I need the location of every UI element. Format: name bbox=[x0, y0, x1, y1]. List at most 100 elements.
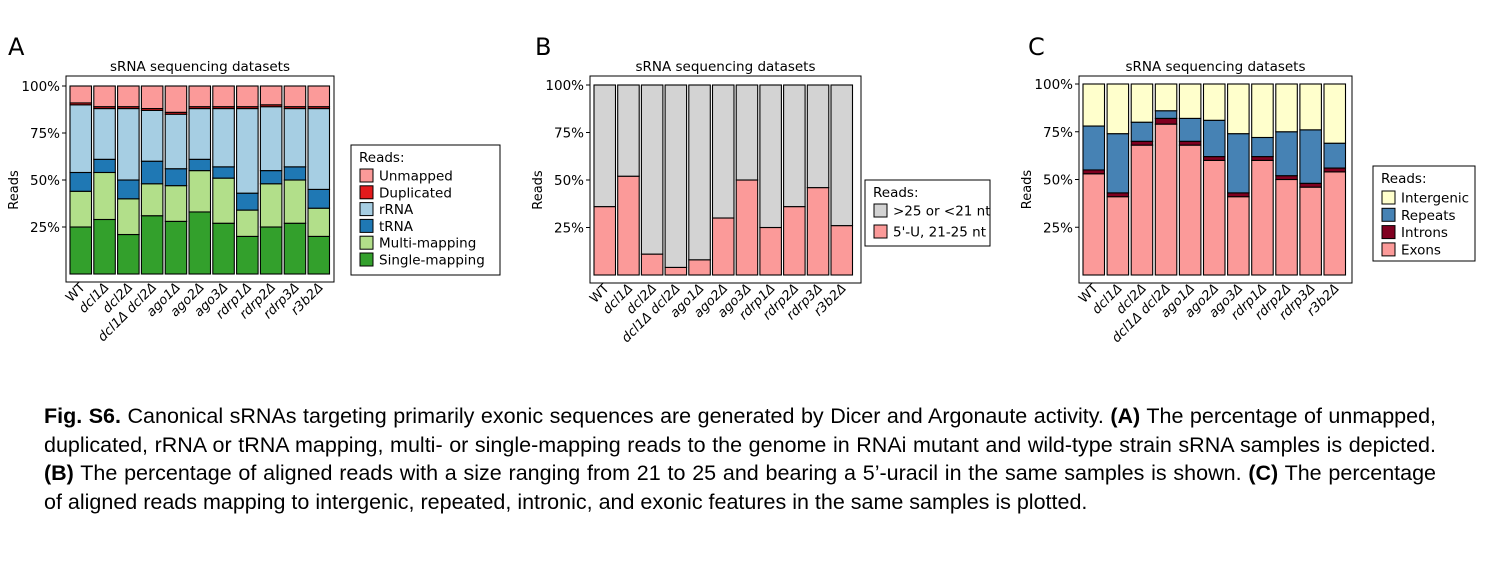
panel-a-bar-multi-mapping-2 bbox=[93, 171, 116, 221]
panel-c-bar-exons-4 bbox=[1154, 123, 1178, 276]
panel-c-bar-intergenic-2 bbox=[1106, 83, 1130, 135]
panel-a-bar-trna-5 bbox=[164, 168, 188, 187]
panel-c-bar-repeats-8 bbox=[1251, 136, 1274, 158]
panel-c-bar-intergenic-8 bbox=[1251, 83, 1274, 139]
caption-panel-b-label: (B) bbox=[44, 461, 74, 485]
panel-a-ytick-label: 75% bbox=[30, 126, 60, 142]
panel-b-bar-5-u-21-25-nt-10 bbox=[806, 187, 830, 276]
panel-c-bar-repeats-10 bbox=[1299, 129, 1322, 184]
panel-a-bar-single-mapping-4 bbox=[140, 215, 164, 275]
panel-a-legend-key-multi-mapping bbox=[359, 235, 374, 250]
panel-c-bar-introns-8 bbox=[1251, 156, 1274, 161]
panel-b-bar--25-or-21-nt-10 bbox=[806, 84, 830, 189]
panel-a-bar-rrna-4 bbox=[140, 109, 164, 162]
panel-c-bar-intergenic-3 bbox=[1130, 83, 1154, 123]
panel-a-bar-unmapped-5 bbox=[164, 85, 188, 113]
panel-a-bar-multi-mapping-8 bbox=[236, 209, 259, 237]
panel-c-bar-exons-9 bbox=[1275, 178, 1298, 276]
panel-c-legend-key-exons bbox=[1381, 242, 1396, 257]
panel-c-legend-label-introns: Introns bbox=[1401, 225, 1448, 241]
panel-c-bar-intergenic-7 bbox=[1227, 83, 1250, 135]
panel-a-bar-rrna-10 bbox=[283, 108, 307, 168]
panel-c-bar-introns-9 bbox=[1275, 175, 1298, 181]
panel-b-bar-5-u-21-25-nt-2 bbox=[617, 175, 640, 276]
panel-a-bar-multi-mapping-1 bbox=[69, 190, 93, 228]
caption-text-c: The percentage of aligned reads mapping … bbox=[44, 461, 1436, 514]
panel-a-bar-trna-3 bbox=[117, 179, 140, 200]
panel-a-bar-unmapped-1 bbox=[69, 85, 93, 104]
panel-c-bar-introns-1 bbox=[1082, 169, 1106, 175]
panel-a-bar-trna-6 bbox=[188, 158, 212, 172]
panel-a-legend-key-duplicated bbox=[359, 185, 374, 200]
panel-b-bar--25-or-21-nt-6 bbox=[711, 84, 735, 219]
panel-a-bar-trna-11 bbox=[307, 188, 331, 209]
panel-c-ylabel: Reads bbox=[1020, 170, 1035, 210]
panel-a-bar-multi-mapping-9 bbox=[259, 183, 283, 228]
panel-b-ytick-label: 50% bbox=[554, 173, 584, 189]
panel-a-bar-trna-8 bbox=[236, 192, 259, 211]
panel-c-ytick-label: 50% bbox=[1043, 173, 1073, 189]
panel-b-bar--25-or-21-nt-5 bbox=[688, 84, 711, 261]
panel-c-bar-repeats-3 bbox=[1130, 121, 1154, 142]
panel-c-bar-exons-8 bbox=[1251, 159, 1274, 276]
panel-c-bar-repeats-2 bbox=[1106, 133, 1130, 194]
caption-panel-a-label: (A) bbox=[1110, 404, 1141, 428]
panel-a-title: sRNA sequencing datasets bbox=[110, 59, 290, 75]
panel-c-bar-repeats-1 bbox=[1082, 125, 1106, 171]
panel-c-bar-introns-6 bbox=[1202, 156, 1226, 161]
panel-a-legend-label-rrna: rRNA bbox=[379, 202, 414, 218]
panel-a-bar-single-mapping-2 bbox=[93, 218, 116, 275]
panel-c-bar-exons-7 bbox=[1227, 196, 1250, 276]
panel-a-bar-rrna-9 bbox=[259, 106, 283, 172]
panel-c-ytick-label: 25% bbox=[1043, 220, 1073, 236]
panel-a-bar-unmapped-2 bbox=[93, 85, 116, 108]
panel-a-ytick-label: 100% bbox=[21, 79, 60, 95]
caption-text-a: The percentage of unmapped, duplicated, … bbox=[44, 404, 1437, 457]
panel-a-bar-multi-mapping-3 bbox=[117, 198, 140, 236]
panel-a-bar-unmapped-10 bbox=[283, 85, 307, 108]
panel-a-bar-single-mapping-11 bbox=[307, 235, 331, 275]
panel-b-legend-key--25-or-21-nt bbox=[873, 203, 888, 218]
panel-a-bar-unmapped-4 bbox=[140, 85, 164, 110]
panel-a-label: A bbox=[8, 33, 25, 61]
panel-a-legend-key-rrna bbox=[359, 202, 374, 217]
panel-a-bar-trna-10 bbox=[283, 166, 307, 181]
panel-c-title: sRNA sequencing datasets bbox=[1125, 59, 1305, 75]
panel-a-bar-single-mapping-6 bbox=[188, 211, 212, 275]
panel-a-bar-single-mapping-5 bbox=[164, 220, 188, 275]
panel-c-bar-intergenic-5 bbox=[1178, 83, 1202, 119]
panel-a-bar-rrna-2 bbox=[93, 108, 116, 160]
panel-c-bar-exons-6 bbox=[1202, 159, 1226, 276]
panel-b-legend-label-5-u-21-25-nt: 5'-U, 21-25 nt bbox=[893, 225, 986, 241]
caption-text-b: The percentage of aligned reads with a s… bbox=[73, 461, 1249, 485]
panel-a-bar-single-mapping-3 bbox=[117, 233, 140, 275]
panel-b-legend-key-5-u-21-25-nt bbox=[873, 224, 888, 239]
panel-a-bar-single-mapping-7 bbox=[212, 222, 235, 275]
panel-b-bar-5-u-21-25-nt-7 bbox=[735, 179, 759, 276]
panel-a-bar-trna-4 bbox=[140, 160, 164, 185]
panel-a-bar-trna-9 bbox=[259, 170, 283, 185]
panel-a-bar-trna-1 bbox=[69, 171, 93, 192]
panel-c-bar-exons-10 bbox=[1299, 186, 1322, 276]
panel-c-bar-exons-11 bbox=[1323, 171, 1347, 276]
panel-c-bar-repeats-5 bbox=[1178, 117, 1202, 142]
panel-a-legend bbox=[350, 144, 501, 276]
panel-c-bar-introns-11 bbox=[1323, 167, 1347, 173]
panel-b-legend-title: Reads: bbox=[873, 185, 919, 201]
panel-a-legend-title: Reads: bbox=[359, 150, 405, 166]
panel-b-bar--25-or-21-nt-3 bbox=[640, 84, 664, 255]
panel-b-bar--25-or-21-nt-4 bbox=[664, 84, 688, 268]
figure-caption: Fig. S6. Canonical sRNAs targeting prima… bbox=[44, 402, 1436, 516]
panel-c-bar-exons-3 bbox=[1130, 144, 1154, 276]
panel-c-legend-key-repeats bbox=[1381, 207, 1396, 222]
panel-a-bar-multi-mapping-10 bbox=[283, 179, 307, 224]
panel-a-bar-unmapped-7 bbox=[212, 85, 235, 108]
panel-b-ytick-label: 75% bbox=[554, 126, 584, 142]
panel-c-legend-label-intergenic: Intergenic bbox=[1401, 191, 1469, 207]
panel-c-bar-intergenic-4 bbox=[1154, 83, 1178, 112]
panel-a-bar-rrna-5 bbox=[164, 113, 188, 170]
panel-a-legend-key-trna bbox=[359, 218, 374, 233]
panel-a-bar-unmapped-6 bbox=[188, 85, 212, 108]
panel-c-bar-repeats-9 bbox=[1275, 131, 1298, 177]
